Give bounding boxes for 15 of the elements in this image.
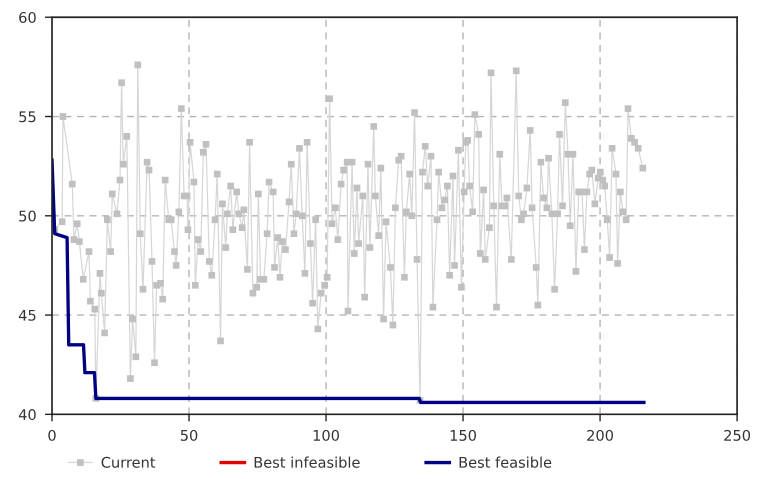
x-tick-label: 250 [724,430,750,441]
x-tick-label: 150 [450,430,476,441]
y-tick-label: 45 [18,310,36,321]
y-tick-label: 55 [19,111,36,122]
y-tick-label: 50 [19,210,36,222]
line-series [52,158,646,404]
y-tick-label: 40 [18,409,36,420]
x-tick-label: 100 [314,430,339,441]
legend-label: Best feasible [460,456,552,468]
legend-label: Current [102,456,156,468]
x-tick-label: 0 [48,430,56,441]
x-tick-label: 50 [180,430,198,441]
y-tick-label: 60 [19,12,36,23]
x-tick-label: 200 [587,430,614,441]
legend-label: Best infeasible [254,456,360,468]
